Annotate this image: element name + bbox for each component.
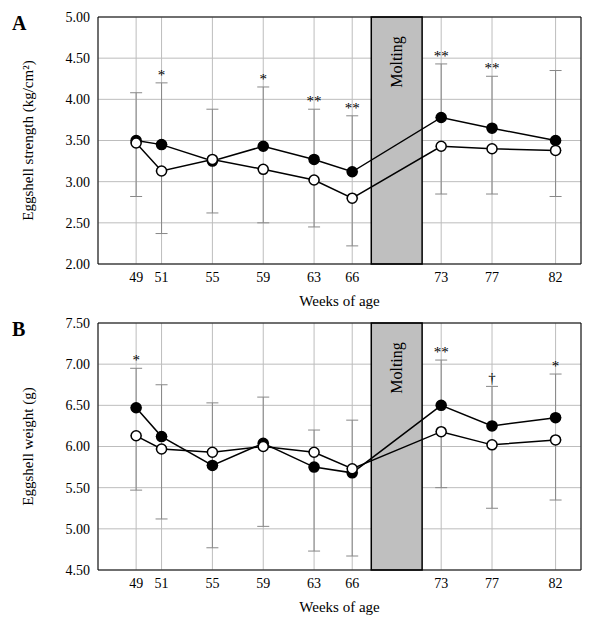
svg-text:4.00: 4.00 bbox=[66, 92, 91, 107]
html-text:B: B bbox=[12, 318, 26, 340]
svg-text:55: 55 bbox=[205, 576, 219, 591]
svg-text:Molting: Molting bbox=[388, 342, 406, 394]
svg-text:*: * bbox=[552, 358, 560, 374]
svg-text:Eggshell strength (kg/cm²): Eggshell strength (kg/cm²) bbox=[20, 60, 37, 220]
svg-text:63: 63 bbox=[307, 576, 321, 591]
svg-text:77: 77 bbox=[485, 270, 499, 285]
svg-text:6.00: 6.00 bbox=[66, 439, 91, 454]
svg-text:73: 73 bbox=[434, 270, 448, 285]
svg-text:6.50: 6.50 bbox=[66, 398, 91, 413]
svg-text:4.50: 4.50 bbox=[66, 51, 91, 66]
svg-text:*: * bbox=[132, 352, 140, 368]
svg-text:82: 82 bbox=[549, 576, 563, 591]
svg-text:77: 77 bbox=[485, 576, 499, 591]
svg-text:**: ** bbox=[434, 344, 449, 360]
svg-text:59: 59 bbox=[256, 576, 270, 591]
svg-text:Molting: Molting bbox=[388, 36, 406, 88]
svg-text:66: 66 bbox=[345, 270, 359, 285]
svg-text:66: 66 bbox=[345, 576, 359, 591]
svg-text:49: 49 bbox=[129, 576, 143, 591]
svg-text:**: ** bbox=[485, 60, 500, 76]
svg-text:4.50: 4.50 bbox=[66, 563, 91, 578]
svg-text:5.50: 5.50 bbox=[66, 481, 91, 496]
svg-text:82: 82 bbox=[549, 270, 563, 285]
svg-text:**: ** bbox=[345, 100, 360, 116]
svg-text:**: ** bbox=[307, 93, 322, 109]
svg-text:*: * bbox=[158, 67, 166, 83]
svg-text:**: ** bbox=[434, 48, 449, 64]
svg-text:2.00: 2.00 bbox=[66, 257, 91, 272]
svg-text:Weeks of age: Weeks of age bbox=[299, 293, 380, 309]
svg-text:Eggshell weight (g): Eggshell weight (g) bbox=[20, 387, 37, 505]
svg-text:5.00: 5.00 bbox=[66, 522, 91, 537]
svg-text:55: 55 bbox=[205, 270, 219, 285]
svg-text:7.50: 7.50 bbox=[66, 316, 91, 331]
svg-text:59: 59 bbox=[256, 270, 270, 285]
svg-text:63: 63 bbox=[307, 270, 321, 285]
svg-text:†: † bbox=[488, 370, 496, 386]
svg-text:Weeks of age: Weeks of age bbox=[299, 599, 380, 615]
html-text:A: A bbox=[12, 12, 27, 34]
svg-text:73: 73 bbox=[434, 576, 448, 591]
svg-text:2.50: 2.50 bbox=[66, 216, 91, 231]
svg-text:3.00: 3.00 bbox=[66, 175, 91, 190]
svg-text:51: 51 bbox=[155, 576, 169, 591]
svg-text:51: 51 bbox=[155, 270, 169, 285]
svg-text:5.00: 5.00 bbox=[66, 10, 91, 25]
svg-text:*: * bbox=[259, 71, 267, 87]
svg-text:49: 49 bbox=[129, 270, 143, 285]
svg-text:3.50: 3.50 bbox=[66, 133, 91, 148]
svg-text:7.00: 7.00 bbox=[66, 357, 91, 372]
